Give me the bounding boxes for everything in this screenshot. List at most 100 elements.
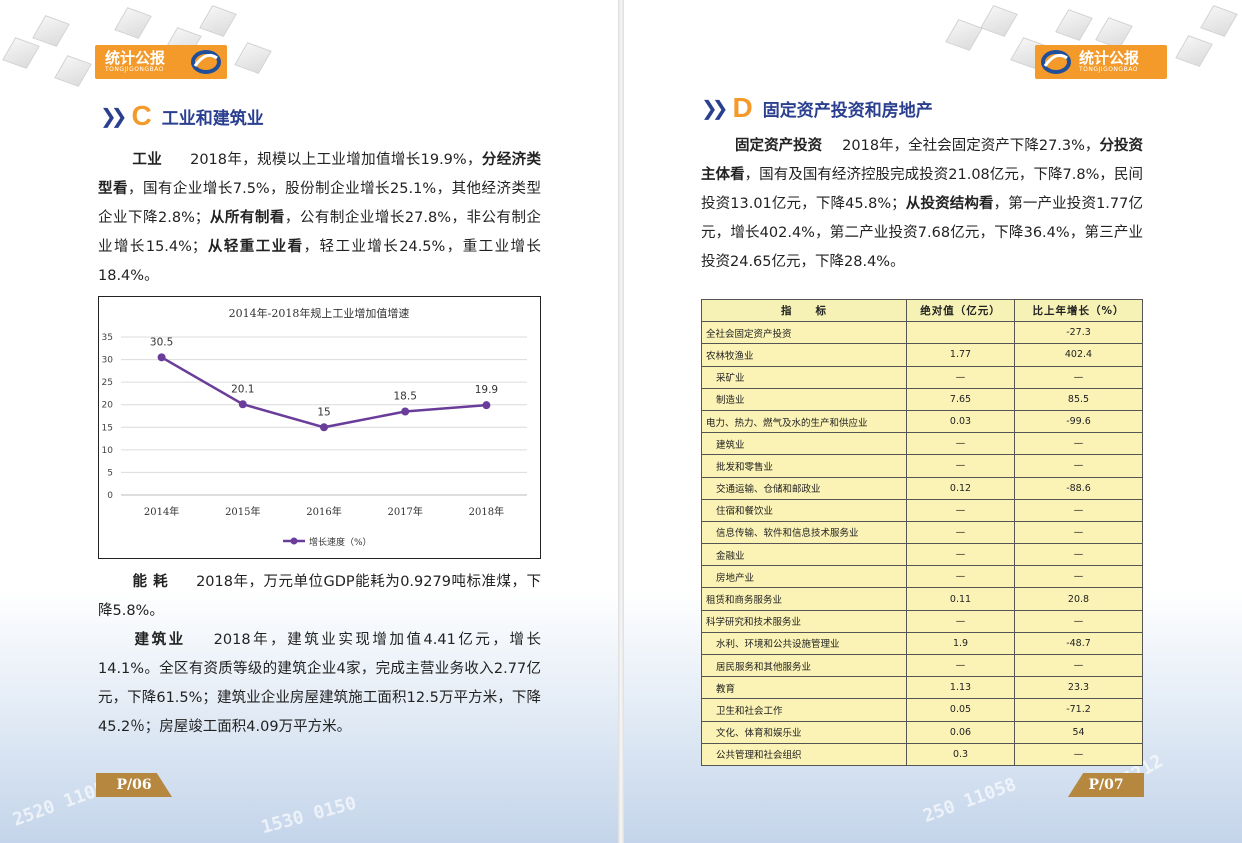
table-row: 公共管理和社会组织 0.3— <box>701 742 1143 766</box>
decorative-cube <box>1175 35 1213 67</box>
investment-label: 固定资产投资 <box>735 138 823 154</box>
legend-label: 增长速度（%） <box>309 536 372 548</box>
logo-subtitle: TONGJIGONGBAO <box>105 66 164 73</box>
investment-table: 指 标 绝对值（亿元） 比上年增长（%） 全社会固定资产投资 -27.3 农林牧渔业… <box>701 298 1143 766</box>
growth-cell: — <box>1014 365 1143 389</box>
decorative-cube <box>32 15 70 47</box>
section-letter: C <box>131 100 152 131</box>
growth-cell: -99.6 <box>1014 409 1143 434</box>
industry-label: 工业 <box>132 152 163 168</box>
growth-cell: — <box>1014 454 1143 478</box>
growth-cell: 402.4 <box>1014 343 1143 367</box>
growth-cell: 85.5 <box>1014 387 1143 411</box>
indicator-cell: 教育 <box>701 676 907 700</box>
double-arrow-icon: ❯❯ <box>701 96 728 120</box>
energy-label: 能 耗 <box>132 574 169 590</box>
table-row: 租赁和商务服务业 0.11 20.8 <box>701 587 1143 611</box>
header-indicator: 指 标 <box>701 298 907 323</box>
industry-growth-chart: 2014年-2018年规上工业增加值增速 0 5 10 15 20 25 30 35 2014年 2… <box>98 296 541 559</box>
indicator-cell: 公共管理和社会组织 <box>701 742 907 766</box>
decorative-cube <box>199 5 237 37</box>
bulletin-logo: 统计公报 TONGJIGONGBAO <box>95 45 227 79</box>
data-point <box>482 401 491 410</box>
decorative-cube <box>54 55 92 87</box>
line-chart-svg: 2014年-2018年规上工业增加值增速 0 5 10 15 20 25 30 35 2014年 2… <box>102 306 527 548</box>
indicator-cell: 居民服务和其他服务业 <box>701 653 907 678</box>
indicator-cell: 全社会固定资产投资 <box>701 321 907 345</box>
header-growth: 比上年增长（%） <box>1014 298 1143 323</box>
growth-cell: 54 <box>1014 720 1143 744</box>
table-row: 电力、热力、燃气及水的生产和供应业 0.03 -99.6 <box>701 409 1143 434</box>
construction-paragraph: 建筑业 2018年，建筑业实现增加值4.41亿元，增长14.1%。全区有资质等级的… <box>98 632 542 735</box>
industry-paragraph: 工业 2018年，规模以上工业增加值增长19.9%，分经济类型看，国有企业增长7.… <box>98 152 542 284</box>
growth-cell: — <box>1014 742 1143 766</box>
section-heading-c: ❯❯ C 工业和建筑业 <box>100 100 264 132</box>
indicator-cell: 卫生和社会工作 <box>701 698 907 722</box>
absolute-value-cell: 0.05 <box>906 698 1015 722</box>
growth-cell: -27.3 <box>1014 321 1143 345</box>
growth-cell: — <box>1014 565 1143 589</box>
energy-paragraph: 能 耗 2018年，万元单位GDP能耗为0.9279吨标准煤，下降5.8%。 <box>98 574 541 619</box>
indicator-cell: 信息传输、软件和信息技术服务业 <box>701 520 907 545</box>
absolute-value-cell: 0.11 <box>906 587 1015 611</box>
data-point <box>320 423 328 432</box>
growth-cell: 20.8 <box>1014 587 1143 611</box>
table-row: 住宿和餐饮业 — — <box>701 498 1143 522</box>
data-label: 30.5 <box>150 336 173 348</box>
left-page: 2520 110502 1530 0150 统计公报 TONGJIGONGBAO… <box>0 0 621 843</box>
table-row: 采矿业 — — <box>701 365 1143 389</box>
absolute-value-cell: — <box>906 520 1015 545</box>
decorative-cube <box>114 7 152 39</box>
table-row: 教育 1.13 23.3 <box>701 676 1143 700</box>
page-number-left: P/06 <box>96 773 172 797</box>
absolute-value-cell: — <box>906 565 1015 589</box>
indicator-cell: 住宿和餐饮业 <box>701 498 907 522</box>
absolute-value-cell: 1.77 <box>906 343 1015 367</box>
y-tick-label: 10 <box>102 446 114 456</box>
decorative-cube <box>980 5 1018 37</box>
absolute-value-cell <box>906 321 1015 345</box>
x-tick-label: 2015年 <box>225 505 260 518</box>
logo-swirl-icon <box>1041 50 1071 74</box>
table-row: 信息传输、软件和信息技术服务业 — — <box>701 520 1143 545</box>
growth-cell: -48.7 <box>1014 631 1143 656</box>
data-label: 19.9 <box>475 384 498 396</box>
table-row: 文化、体育和娱乐业 0.06 54 <box>701 720 1143 744</box>
growth-cell: -71.2 <box>1014 698 1143 722</box>
indicator-cell: 电力、热力、燃气及水的生产和供应业 <box>701 409 907 434</box>
section-title: 固定资产投资和房地产 <box>762 100 933 121</box>
double-arrow-icon: ❯❯ <box>100 104 127 128</box>
growth-cell: — <box>1014 432 1143 456</box>
growth-cell: — <box>1014 543 1143 567</box>
indicator-cell: 交通运输、仓储和邮政业 <box>701 476 907 500</box>
table-row: 制造业 7.65 85.5 <box>701 387 1143 411</box>
y-tick-label: 5 <box>107 468 113 478</box>
data-label: 20.1 <box>231 383 254 395</box>
legend-swatch-point <box>290 537 298 545</box>
section-letter: D <box>732 92 753 123</box>
book-spine <box>618 0 624 843</box>
table-row: 批发和零售业 — — <box>701 454 1143 478</box>
indicator-cell: 农林牧渔业 <box>701 343 907 367</box>
indicator-cell: 水利、环境和公共设施管理业 <box>701 631 907 656</box>
data-point <box>401 407 410 416</box>
indicator-cell: 科学研究和技术服务业 <box>701 609 907 633</box>
y-tick-label: 30 <box>102 356 114 366</box>
bulletin-logo: 统计公报 TONGJIGONGBAO <box>1035 45 1167 79</box>
growth-cell: — <box>1014 653 1143 678</box>
absolute-value-cell: — <box>906 543 1015 567</box>
data-label: 18.5 <box>394 390 417 402</box>
y-tick-label: 0 <box>107 491 113 501</box>
table-row: 水利、环境和公共设施管理业 1.9 -48.7 <box>701 631 1143 656</box>
logo-title: 统计公报 <box>1079 49 1140 67</box>
header-absolute-value: 绝对值（亿元） <box>906 298 1015 323</box>
decorative-cube <box>1200 5 1238 37</box>
indicator-cell: 租赁和商务服务业 <box>701 587 907 611</box>
logo-title: 统计公报 <box>105 49 166 67</box>
table-row: 建筑业 — — <box>701 432 1143 456</box>
absolute-value-cell: — <box>906 498 1015 522</box>
decorative-cube <box>234 42 272 74</box>
growth-cell: — <box>1014 498 1143 522</box>
absolute-value-cell: 0.12 <box>906 476 1015 500</box>
table-row: 居民服务和其他服务业 — — <box>701 653 1143 678</box>
